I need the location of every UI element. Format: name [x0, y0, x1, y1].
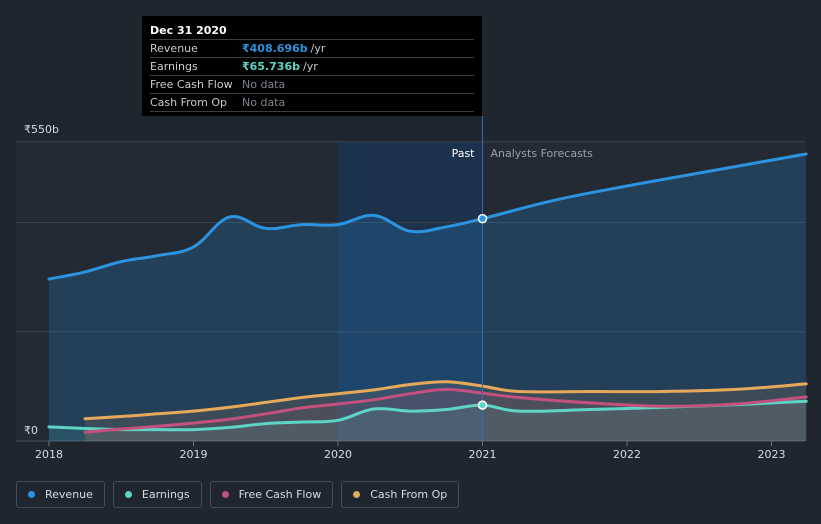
- tooltip-row-cash-from-op: Cash From Op No data: [150, 93, 474, 112]
- y-tick-label: ₹550b: [24, 123, 59, 136]
- tooltip-label: Cash From Op: [150, 96, 228, 109]
- series-lines: [47, 152, 808, 434]
- forecast-label: Analysts Forecasts: [491, 147, 594, 160]
- x-tick-label: 2020: [324, 448, 352, 461]
- earnings-marker: [477, 400, 488, 410]
- earnings-line: [47, 399, 808, 432]
- tooltip-row-revenue: Revenue ₹408.696b/yr: [150, 39, 474, 57]
- tooltip-earnings-value: ₹65.736b: [242, 60, 300, 73]
- tooltip-row-free-cash-flow: Free Cash Flow No data: [150, 75, 474, 93]
- tooltip-cfo-value: No data: [242, 96, 286, 109]
- earnings-area: [49, 401, 807, 441]
- x-axis: 2018 2019 2020 2021 2022 2023: [35, 441, 786, 461]
- chart-legend: Revenue Earnings Free Cash Flow Cash Fro…: [16, 481, 460, 508]
- tooltip-unit: /yr: [302, 60, 318, 73]
- legend-item-revenue[interactable]: Revenue: [16, 481, 105, 508]
- cash-from-op-line: [83, 380, 808, 421]
- legend-dot-icon: [28, 491, 35, 498]
- legend-label: Cash From Op: [370, 488, 448, 501]
- legend-label: Earnings: [141, 488, 190, 501]
- tooltip-value: ₹408.696b/yr: [242, 40, 325, 57]
- legend-label: Free Cash Flow: [238, 488, 322, 501]
- tooltip-row-earnings: Earnings ₹65.736b/yr: [150, 57, 474, 75]
- tooltip-revenue-value: ₹408.696b: [242, 42, 308, 55]
- x-tick-label: 2022: [613, 448, 641, 461]
- revenue-marker: [477, 213, 488, 224]
- x-tick-label: 2018: [35, 448, 63, 461]
- legend-dot-icon: [124, 491, 132, 498]
- grid-lines: [16, 141, 805, 442]
- x-tick-label: 2019: [180, 448, 208, 461]
- series-areas: [49, 154, 807, 441]
- free-cash-flow-area: [85, 389, 807, 441]
- tooltip-value: ₹65.736b/yr: [242, 58, 318, 75]
- legend-item-cash-from-op[interactable]: Cash From Op: [341, 481, 460, 508]
- y-axis: ₹550b ₹0: [24, 123, 59, 437]
- legend-label: Revenue: [45, 488, 93, 501]
- x-tick-label: 2023: [758, 448, 786, 461]
- tooltip-label: Revenue: [150, 42, 198, 55]
- tooltip-label: Free Cash Flow: [150, 78, 233, 91]
- revenue-line: [47, 152, 808, 281]
- revenue-area: [49, 154, 807, 441]
- y-tick-label: ₹0: [24, 424, 38, 437]
- tooltip-fcf-value: No data: [242, 78, 286, 91]
- legend-item-free-cash-flow[interactable]: Free Cash Flow: [209, 481, 334, 508]
- hover-markers: [477, 213, 488, 410]
- past-label: Past: [452, 147, 476, 160]
- free-cash-flow-line: [83, 387, 808, 434]
- legend-dot-icon: [221, 491, 229, 498]
- x-tick-label: 2021: [469, 448, 497, 461]
- tooltip-date: Dec 31 2020: [150, 24, 227, 37]
- legend-dot-icon: [353, 491, 361, 498]
- tooltip-unit: /yr: [310, 42, 326, 55]
- tooltip-label: Earnings: [150, 60, 198, 73]
- legend-item-earnings[interactable]: Earnings: [112, 481, 202, 508]
- cash-from-op-area: [85, 381, 807, 441]
- hover-tooltip: Dec 31 2020 Revenue ₹408.696b/yr Earning…: [142, 16, 482, 116]
